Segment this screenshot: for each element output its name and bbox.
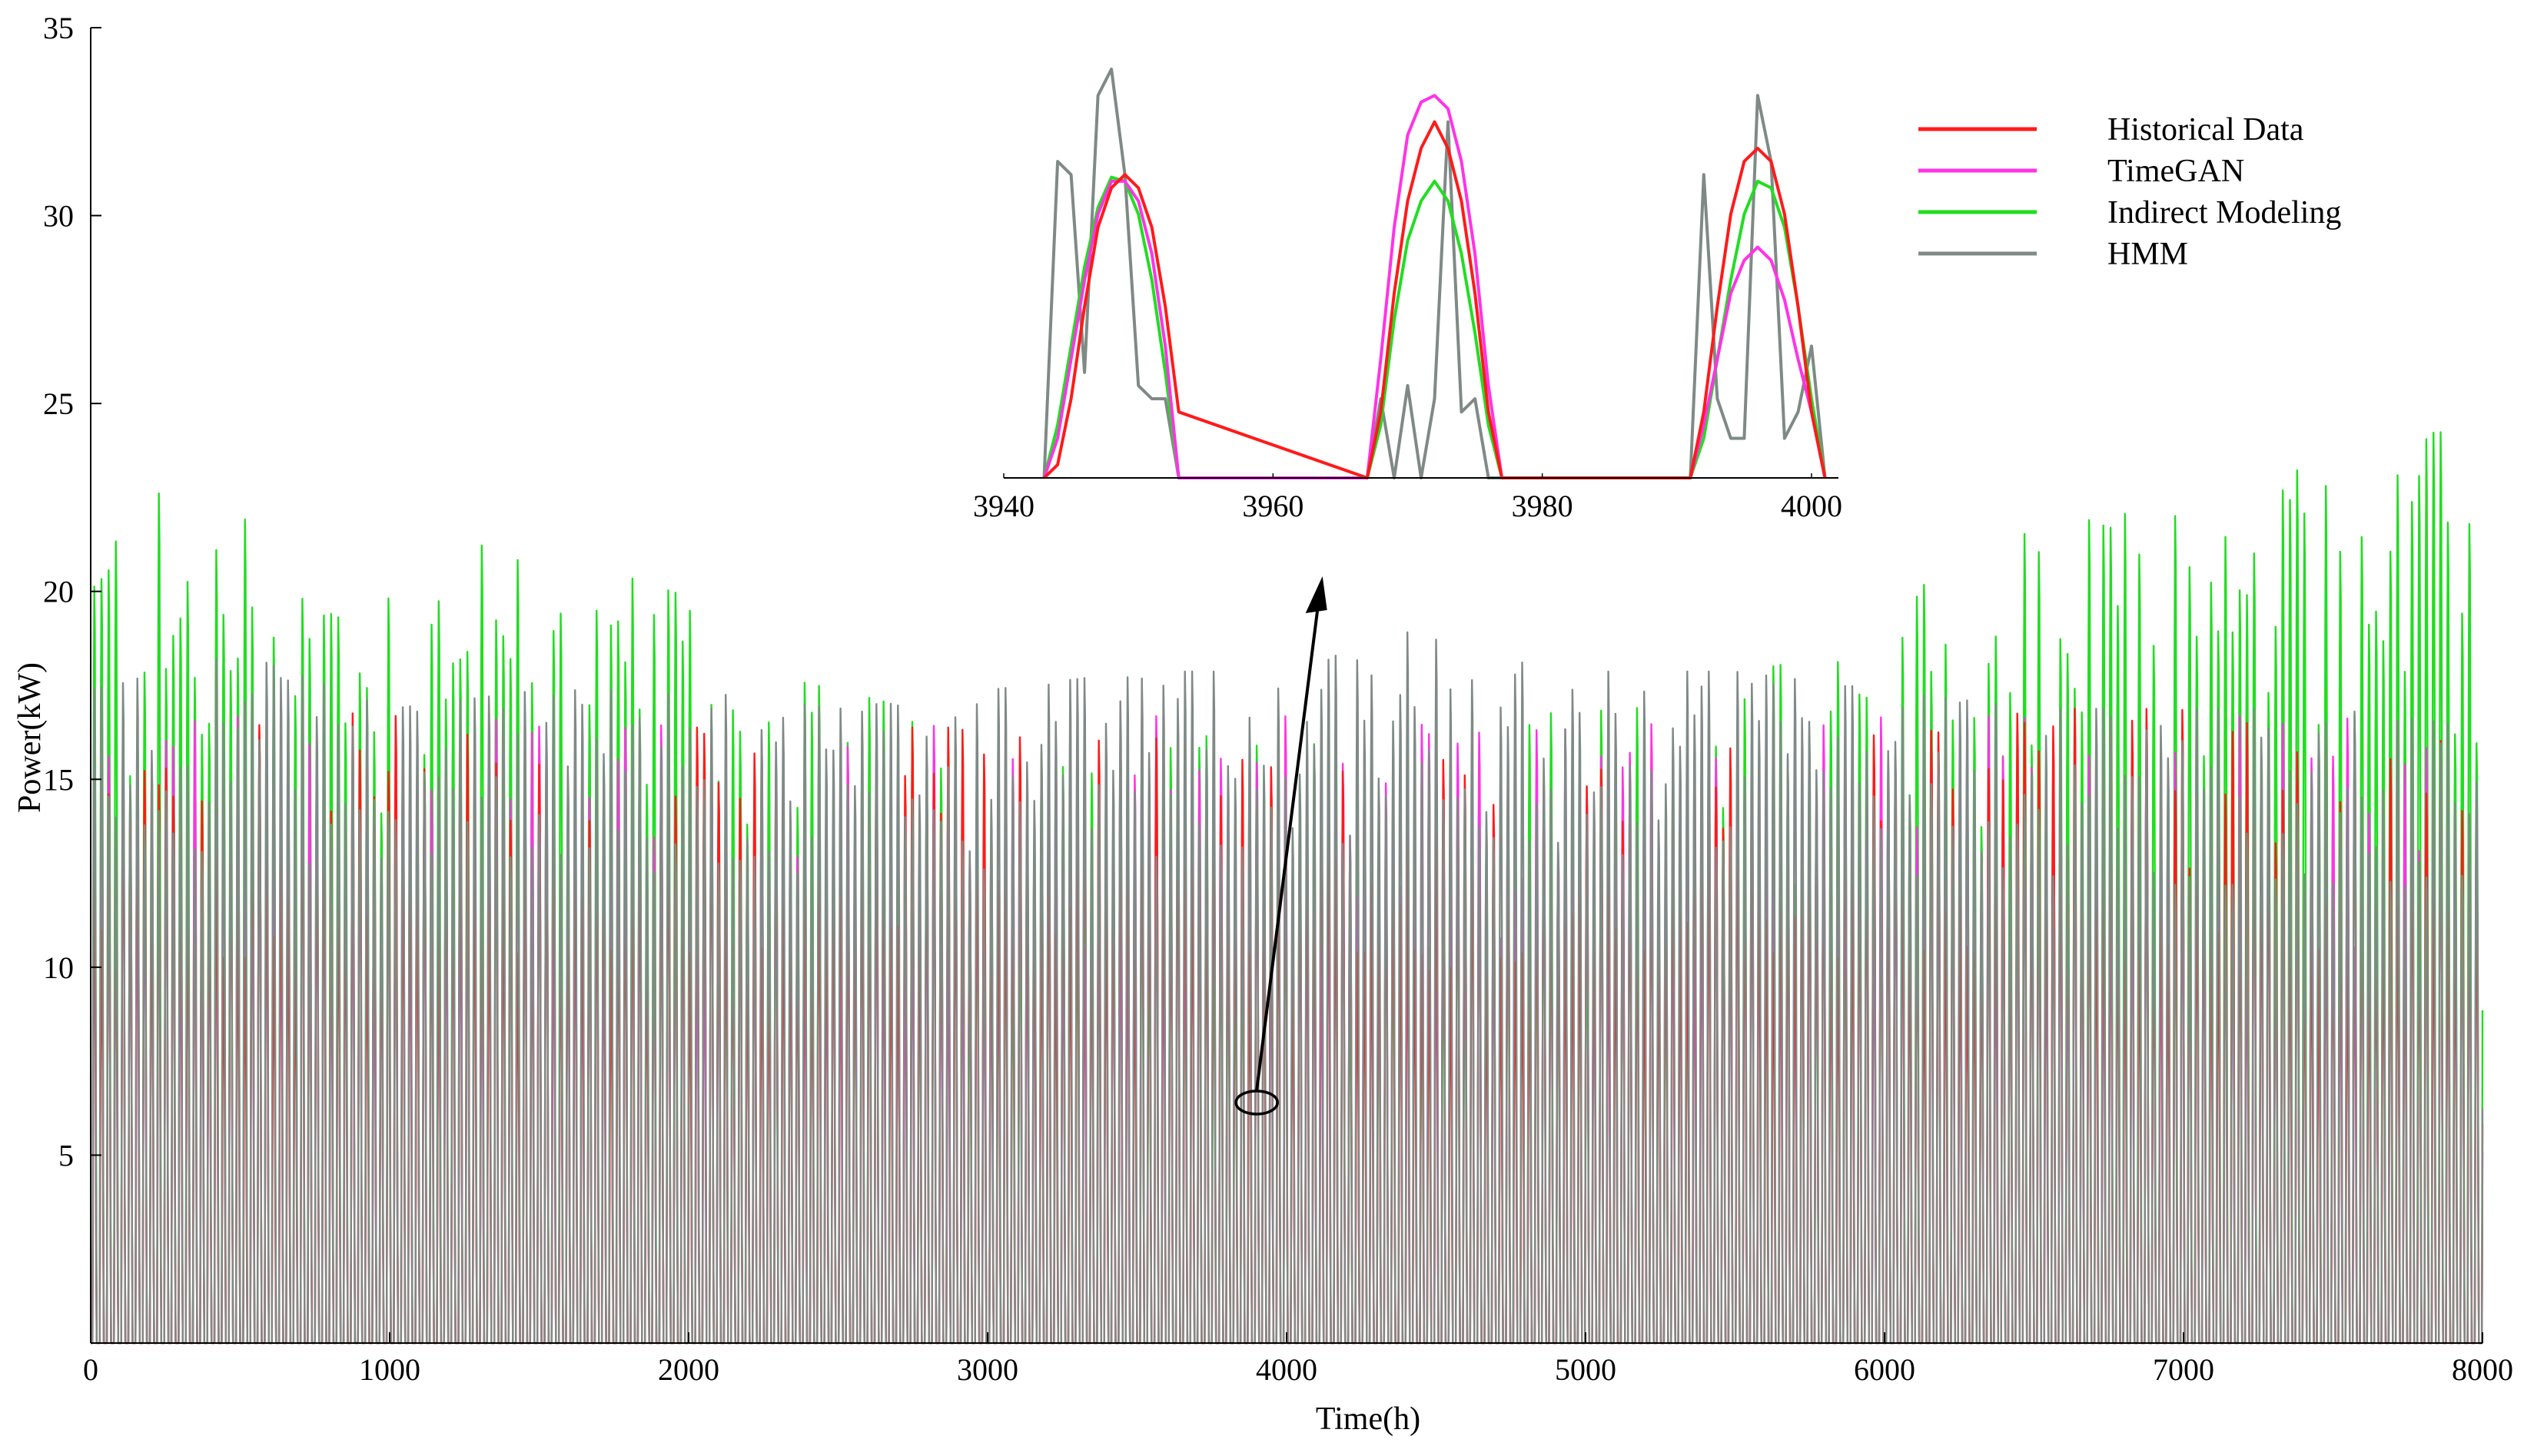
inset-series-line-indirect-modeling [1042, 175, 1827, 479]
main-plot [90, 431, 2484, 1345]
x-tick-label: 2000 [658, 1352, 719, 1387]
y-tick-label: 10 [43, 950, 74, 985]
zoom-annotation [1234, 576, 1327, 1116]
x-tick-label: 3000 [957, 1352, 1018, 1387]
x-tick-label: 8000 [2452, 1352, 2513, 1387]
inset-series-line-historical-data [1043, 120, 1827, 479]
x-axis-title: Time(h) [1316, 1401, 1420, 1437]
x-tick-label: 7000 [2153, 1352, 2214, 1387]
y-tick-label: 30 [43, 199, 74, 234]
zoom-arrow-shaft [1255, 606, 1320, 1091]
inset-plot: 3940 3960 3980 4000 [973, 54, 1843, 523]
inset-x-tick-label: 3960 [1242, 489, 1304, 523]
legend-label: TimeGAN [2107, 154, 2244, 189]
inset-x-tick-label: 4000 [1781, 489, 1842, 523]
legend-label: Historical Data [2107, 112, 2304, 148]
legend-label: Indirect Modeling [2107, 195, 2341, 231]
series-line-hmm [90, 631, 2484, 1345]
x-tick-label: 0 [83, 1352, 98, 1387]
zoom-arrow-head [1305, 576, 1327, 613]
x-tick-label: 6000 [1854, 1352, 1915, 1387]
y-tick-label: 20 [43, 575, 74, 609]
y-tick-label: 5 [58, 1138, 74, 1172]
legend: Historical Data TimeGAN Indirect Modeling H… [1898, 98, 2452, 287]
axes: Time(h) Power(kW) 0 1000 2000 3000 4000 5000 6… [12, 11, 2513, 1437]
inset-series-line-hmm [1042, 68, 1827, 479]
x-tick-label: 4000 [1256, 1352, 1317, 1387]
x-tick-label: 1000 [359, 1352, 420, 1387]
inset-x-tick-label: 3980 [1512, 489, 1573, 523]
y-tick-label: 35 [43, 11, 74, 45]
inset-x-tick-label: 3940 [973, 489, 1035, 523]
y-tick-label: 15 [43, 762, 74, 797]
inset-series-line-timegan [1042, 94, 1827, 479]
legend-label: HMM [2107, 237, 2188, 272]
zoom-ellipse [1234, 1090, 1279, 1116]
x-tick-label: 5000 [1555, 1352, 1616, 1387]
inset-background [999, 54, 1843, 484]
y-axis-title: Power(kW) [12, 662, 48, 813]
y-tick-label: 25 [43, 386, 74, 421]
